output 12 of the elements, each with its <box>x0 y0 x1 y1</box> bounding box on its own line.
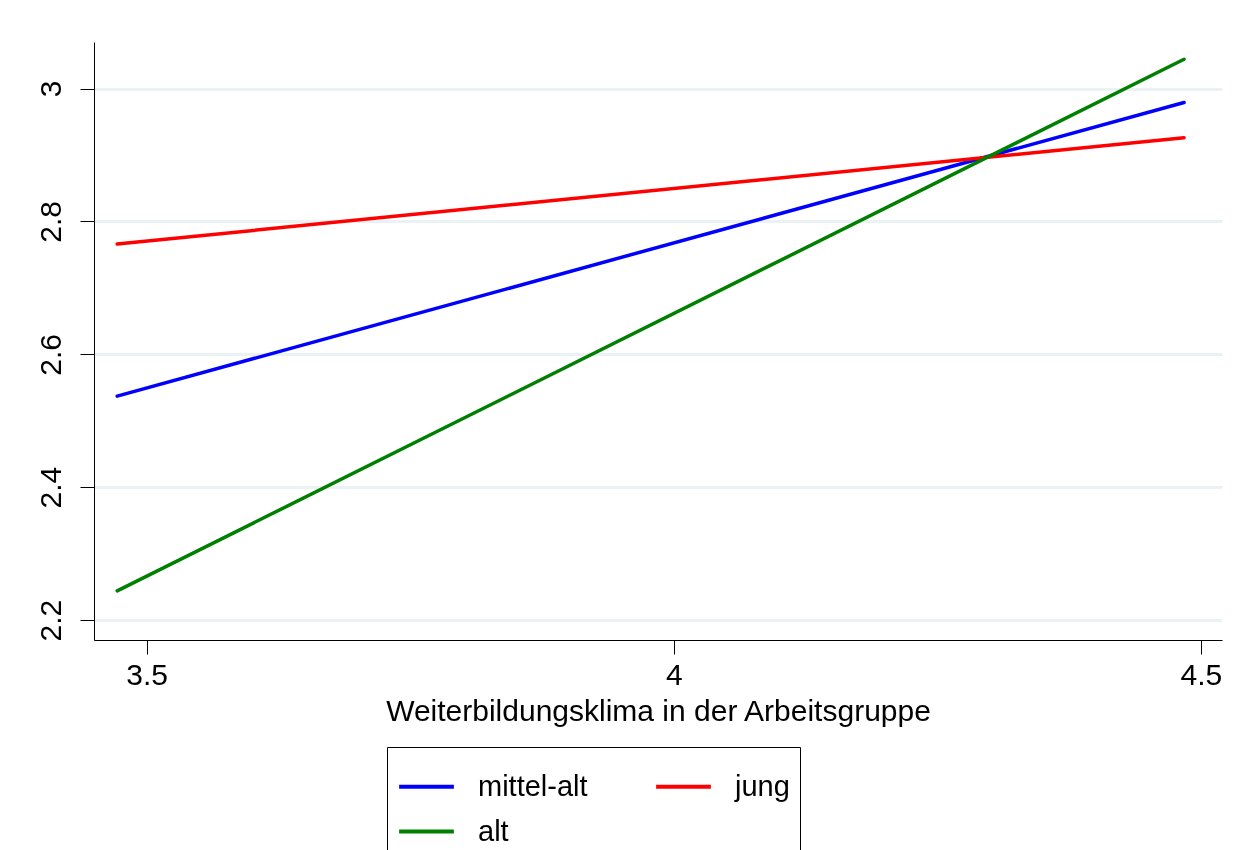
legend-label: mittel-alt <box>478 769 588 802</box>
legend-label: alt <box>478 814 509 847</box>
y-tick-label: 2.6 <box>33 333 67 376</box>
legend-label: jung <box>734 769 790 802</box>
x-tick-label: 4 <box>665 657 683 691</box>
y-tick-label: 2.8 <box>33 201 67 243</box>
x-tick-label: 3.5 <box>126 657 169 691</box>
x-axis-title: Weiterbildungsklima in der Arbeitsgruppe <box>386 693 931 727</box>
x-tick-label: 4.5 <box>1180 657 1223 691</box>
y-tick-label: 2.4 <box>33 466 67 509</box>
y-tick-label: 3 <box>33 80 67 98</box>
y-tick-label: 2.2 <box>33 599 67 642</box>
